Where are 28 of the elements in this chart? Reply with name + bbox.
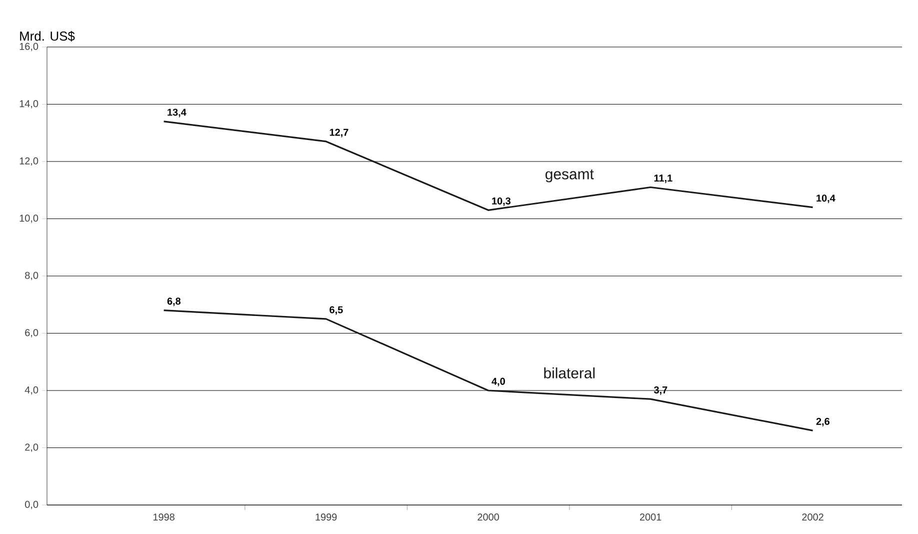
data-label: 11,1 xyxy=(654,174,672,184)
data-label: 4,0 xyxy=(492,378,505,386)
x-tick-label: 1999 xyxy=(316,514,337,521)
y-tick-label: 0,0 xyxy=(25,500,38,510)
series-label: gesamt xyxy=(546,170,594,182)
data-label: 10,3 xyxy=(492,197,511,206)
y-tick-label: 14,0 xyxy=(20,100,38,108)
x-tick-label: 1998 xyxy=(154,514,174,521)
data-label: 10,4 xyxy=(816,194,836,204)
data-label: 6,8 xyxy=(167,298,181,306)
y-tick-label: 4,0 xyxy=(24,386,38,395)
series-label: bilateral xyxy=(544,367,595,378)
data-label: 2,6 xyxy=(816,418,830,426)
y-tick-label: 2,0 xyxy=(25,444,38,452)
x-tick-label: 2000 xyxy=(478,514,499,521)
data-label: 12,7 xyxy=(330,128,348,138)
data-label: 6,5 xyxy=(330,306,343,315)
x-tick-label: 2002 xyxy=(802,514,824,521)
y-tick-label: 16,0 xyxy=(20,42,38,52)
data-label: 3,7 xyxy=(654,386,668,395)
x-tick-label: 2001 xyxy=(640,514,662,521)
data-label: 13,4 xyxy=(168,108,186,118)
y-tick-label: 12,0 xyxy=(20,157,38,166)
y-axis-title: Mrd. US$ xyxy=(20,30,75,42)
y-tick-label: 8,0 xyxy=(25,272,38,280)
y-tick-label: 6,0 xyxy=(25,329,38,338)
line-series xyxy=(163,120,814,211)
y-tick-label: 10,0 xyxy=(20,214,38,223)
